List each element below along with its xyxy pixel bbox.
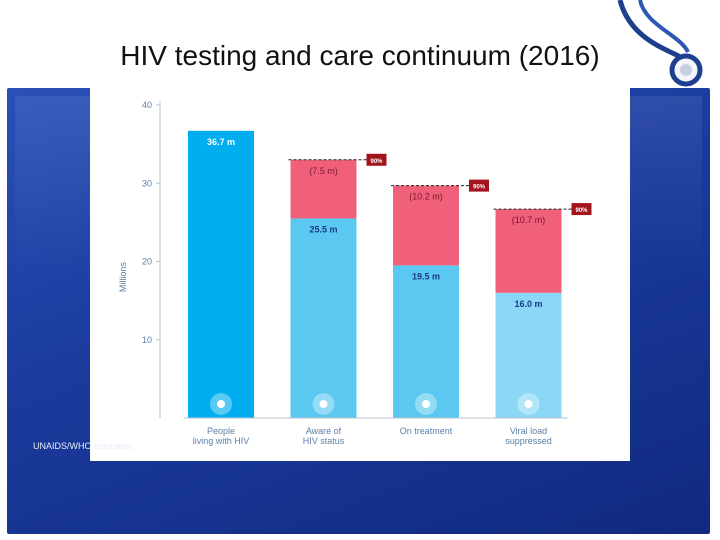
bar-value-label: 36.7 m	[207, 137, 235, 147]
target-badge	[366, 153, 387, 166]
category-label: Viral load	[510, 426, 547, 436]
bar-segment-achieved	[393, 265, 459, 418]
bar-segment-achieved	[495, 292, 562, 418]
source-note: UNAIDS/WHO estimates	[33, 441, 133, 451]
gap-value-label: (7.5 m)	[309, 166, 338, 176]
chart-panel: 10 20 30 40 Millions 36.7 m People living with …	[90, 88, 630, 461]
target-badge-label: 90%	[575, 208, 588, 214]
pills-icon-glyph	[422, 400, 430, 408]
gap-value-label: (10.7 m)	[512, 215, 546, 225]
slide-title: HIV testing and care continuum (2016)	[120, 40, 600, 71]
bar-segment-gap	[393, 185, 459, 266]
bar-value-label: 25.5 m	[309, 224, 337, 234]
ribbon-icon-glyph	[217, 400, 225, 408]
category-label: living with HIV	[193, 436, 250, 446]
virus-icon-glyph	[524, 400, 533, 408]
stethoscope-icon	[617, 0, 703, 87]
bar-segment-achieved	[290, 218, 357, 418]
target-badge	[571, 203, 592, 216]
category-label: Aware of	[306, 426, 342, 436]
bar-segment-gap	[495, 209, 562, 293]
target-badge-label: 90%	[473, 185, 486, 191]
category-label: HIV status	[303, 436, 345, 446]
target-badge-label: 90%	[370, 159, 383, 165]
y-tick-label: 30	[142, 178, 152, 188]
target-badge	[469, 179, 489, 192]
category-label: suppressed	[505, 436, 552, 446]
category-label: On treatment	[400, 426, 453, 436]
bar-segment-achieved	[188, 130, 254, 418]
y-tick-label: 10	[142, 335, 152, 345]
gap-value-label: (10.2 m)	[409, 192, 443, 202]
y-tick-label: 20	[142, 257, 152, 267]
bar-value-label: 19.5 m	[412, 271, 440, 281]
category-label: People	[207, 426, 235, 436]
person-icon-glyph	[319, 400, 328, 408]
y-tick-label: 40	[142, 100, 152, 110]
y-axis-title: Millions	[118, 262, 128, 293]
bar-value-label: 16.0 m	[514, 299, 542, 309]
bar-segment-gap	[290, 159, 357, 219]
